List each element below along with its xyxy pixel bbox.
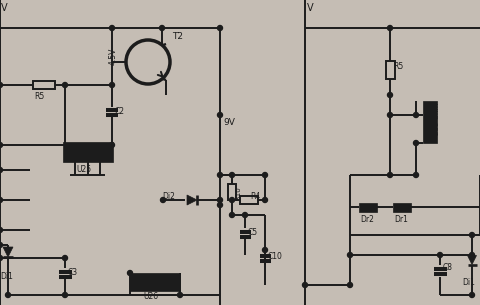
Circle shape: [62, 256, 68, 260]
Circle shape: [217, 173, 223, 178]
Text: C3: C3: [68, 268, 78, 277]
Circle shape: [348, 253, 352, 257]
Circle shape: [242, 213, 248, 217]
Circle shape: [126, 40, 170, 84]
Text: C8: C8: [443, 263, 453, 272]
Bar: [130, 273, 180, 291]
Text: 4.5V: 4.5V: [109, 48, 118, 65]
Circle shape: [302, 282, 308, 288]
Circle shape: [469, 253, 475, 257]
Circle shape: [217, 26, 223, 30]
Text: 9V: 9V: [223, 118, 235, 127]
Bar: [228, 184, 236, 200]
Circle shape: [0, 82, 2, 88]
Circle shape: [109, 26, 115, 30]
Circle shape: [263, 173, 267, 178]
Text: R4: R4: [250, 192, 260, 201]
Circle shape: [263, 198, 267, 203]
Circle shape: [109, 82, 115, 88]
Text: T2: T2: [172, 32, 183, 41]
Bar: [393, 203, 411, 211]
Circle shape: [0, 142, 2, 148]
Bar: [33, 81, 55, 89]
Circle shape: [217, 113, 223, 117]
Circle shape: [387, 26, 393, 30]
Circle shape: [217, 198, 223, 203]
Text: V: V: [1, 3, 8, 13]
Circle shape: [469, 232, 475, 238]
Circle shape: [0, 198, 2, 203]
Text: C10: C10: [268, 252, 283, 261]
Text: Di1: Di1: [0, 272, 13, 281]
Circle shape: [413, 141, 419, 145]
Circle shape: [217, 203, 223, 207]
Circle shape: [62, 82, 68, 88]
Text: Di2: Di2: [162, 192, 175, 201]
Text: R5: R5: [393, 62, 403, 71]
Circle shape: [229, 213, 235, 217]
Circle shape: [413, 173, 419, 178]
Bar: [423, 101, 437, 143]
Text: C5: C5: [248, 228, 258, 237]
Polygon shape: [3, 247, 13, 257]
Text: U26: U26: [143, 292, 158, 301]
Circle shape: [0, 167, 2, 173]
Circle shape: [387, 92, 393, 98]
Text: 200 Ohm: 200 Ohm: [434, 103, 440, 135]
Circle shape: [469, 292, 475, 297]
Circle shape: [62, 292, 68, 297]
Circle shape: [413, 113, 419, 117]
Bar: [63, 142, 113, 162]
Circle shape: [178, 292, 182, 297]
Bar: [385, 61, 395, 79]
Bar: [359, 203, 377, 211]
Text: Di1: Di1: [462, 278, 475, 287]
Circle shape: [0, 242, 2, 247]
Circle shape: [387, 173, 393, 178]
Circle shape: [229, 198, 235, 203]
Circle shape: [5, 292, 11, 297]
Circle shape: [159, 26, 165, 30]
Circle shape: [0, 228, 2, 232]
Circle shape: [128, 271, 132, 275]
Text: Dr1: Dr1: [394, 215, 408, 224]
Text: C2: C2: [115, 107, 125, 116]
Circle shape: [229, 173, 235, 178]
Text: R5: R5: [34, 92, 44, 101]
Bar: [240, 196, 258, 204]
Text: V: V: [307, 3, 313, 13]
Circle shape: [348, 282, 352, 288]
Polygon shape: [187, 195, 197, 205]
Polygon shape: [468, 256, 477, 264]
Text: R10: R10: [235, 186, 241, 200]
Circle shape: [160, 198, 166, 203]
Circle shape: [437, 253, 443, 257]
Text: U25: U25: [76, 165, 91, 174]
Circle shape: [263, 247, 267, 253]
Text: Dr2: Dr2: [360, 215, 374, 224]
Circle shape: [109, 142, 115, 148]
Circle shape: [387, 113, 393, 117]
Circle shape: [0, 256, 2, 260]
